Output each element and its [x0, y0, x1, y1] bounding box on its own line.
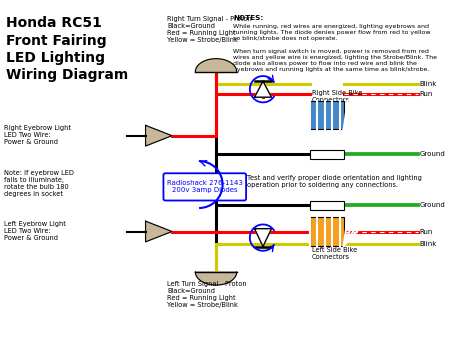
Polygon shape: [146, 125, 172, 146]
Text: Run: Run: [420, 229, 433, 235]
Text: Honda RC51
Front Fairing
LED Lighting
Wiring Diagram: Honda RC51 Front Fairing LED Lighting Wi…: [6, 16, 128, 82]
Text: Left Eyebrow Light
LED Two Wire:
Power & Ground: Left Eyebrow Light LED Two Wire: Power &…: [4, 221, 65, 241]
Text: Left Side Bike
Connectors: Left Side Bike Connectors: [312, 247, 357, 261]
Text: Right Turn Signal - Proton
Black=Ground
Red = Running Light
Yellow = Strobe/Blin: Right Turn Signal - Proton Black=Ground …: [167, 16, 252, 43]
Polygon shape: [310, 217, 344, 246]
Text: While running, red wires are energized, lighting eyebrows and
running lights. Th: While running, red wires are energized, …: [233, 24, 437, 72]
Text: NOTES:: NOTES:: [233, 16, 263, 22]
Text: Run: Run: [420, 91, 433, 97]
Polygon shape: [146, 221, 172, 242]
Text: Blink: Blink: [420, 241, 437, 247]
Polygon shape: [195, 272, 237, 285]
Text: Right Side Bike
Connectors: Right Side Bike Connectors: [312, 90, 362, 103]
FancyBboxPatch shape: [164, 173, 246, 201]
FancyBboxPatch shape: [310, 201, 344, 210]
Text: Ground: Ground: [420, 202, 446, 208]
Polygon shape: [310, 101, 344, 129]
Polygon shape: [255, 229, 272, 246]
Polygon shape: [195, 59, 237, 72]
FancyBboxPatch shape: [310, 150, 344, 159]
Text: Radioshack 276-1143
200v 3amp Diodes: Radioshack 276-1143 200v 3amp Diodes: [167, 180, 243, 193]
Text: Ground: Ground: [420, 152, 446, 158]
Text: Test and verify proper diode orientation and lighting
operation prior to solderi: Test and verify proper diode orientation…: [247, 175, 422, 188]
Text: Left Turn Signal - Proton
Black=Ground
Red = Running Light
Yellow = Strobe/Blink: Left Turn Signal - Proton Black=Ground R…: [167, 281, 247, 308]
Text: Right Eyebrow Light
LED Two Wire:
Power & Ground: Right Eyebrow Light LED Two Wire: Power …: [4, 125, 71, 145]
Text: Note: If eyebrow LED
fails to illuminate,
rotate the bulb 180
degrees in socket: Note: If eyebrow LED fails to illuminate…: [4, 170, 73, 197]
Polygon shape: [255, 81, 272, 97]
Text: Blink: Blink: [420, 81, 437, 87]
